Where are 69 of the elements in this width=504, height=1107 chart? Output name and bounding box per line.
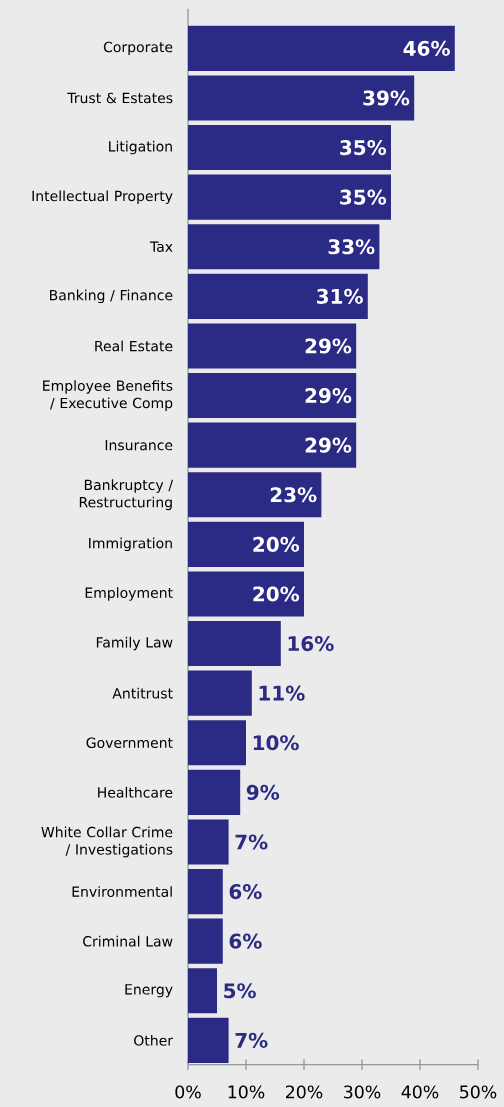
bar <box>188 224 380 270</box>
y-tick-label: Employee Benefits / Executive Comp <box>43 380 173 411</box>
data-label: 20% <box>253 536 300 552</box>
bar <box>188 1017 229 1063</box>
bar <box>188 571 304 617</box>
data-label: 29% <box>305 437 352 453</box>
data-label: 35% <box>340 189 387 205</box>
bar <box>188 521 304 567</box>
x-tick-label: 30% <box>344 1085 381 1099</box>
y-tick-label: Real Estate <box>95 340 173 352</box>
data-label: 7% <box>235 834 268 850</box>
y-tick-label: Family Law <box>96 636 173 651</box>
y-tick-label: Litigation <box>109 140 172 155</box>
y-tick-label: Healthcare <box>98 786 173 798</box>
x-tick-label: 40% <box>401 1085 439 1099</box>
bar <box>188 25 455 71</box>
bar <box>188 174 391 220</box>
bar <box>188 918 223 964</box>
data-label: 31% <box>317 288 363 304</box>
data-label: 35% <box>340 139 387 156</box>
bar <box>188 323 357 369</box>
y-tick-label: Trust & Estates <box>67 92 173 104</box>
bar <box>188 422 357 468</box>
bar <box>188 620 281 667</box>
bar <box>188 75 415 121</box>
data-label: 11% <box>259 685 305 701</box>
data-label: 16% <box>288 635 334 652</box>
data-label: 10% <box>253 735 299 751</box>
data-label: 23% <box>270 487 317 503</box>
bar <box>188 868 223 915</box>
x-tick-label: 20% <box>286 1085 323 1099</box>
y-tick-label: Environmental <box>72 886 172 897</box>
y-tick-label: Energy <box>125 984 173 998</box>
y-tick-label: Insurance <box>105 439 173 451</box>
y-tick-label: Corporate <box>103 41 173 55</box>
y-tick-label: Government <box>86 737 173 749</box>
y-tick-label: Intellectual Property <box>32 190 173 204</box>
bar <box>188 273 368 319</box>
data-label: 9% <box>246 784 280 800</box>
bar <box>188 720 246 766</box>
data-label: 33% <box>328 239 375 255</box>
data-label: 29% <box>305 387 352 404</box>
data-label: 5% <box>224 983 256 999</box>
bar <box>188 769 241 815</box>
bar <box>188 968 217 1014</box>
data-label: 39% <box>363 90 410 106</box>
data-label: 20% <box>253 586 300 602</box>
data-label: 6% <box>229 933 262 949</box>
bar <box>188 472 322 518</box>
y-tick-label: Tax <box>149 241 173 252</box>
x-tick-label: 0% <box>175 1085 201 1099</box>
y-tick-label: Immigration <box>89 537 172 552</box>
y-tick-label: Bankruptcy / Restructuring <box>79 479 174 511</box>
y-tick-label: Banking / Finance <box>50 289 173 304</box>
x-tick-label: 50% <box>460 1085 497 1099</box>
y-tick-label: Employment <box>85 587 173 601</box>
data-label: 46% <box>403 40 450 56</box>
y-tick-label: Criminal Law <box>83 935 173 947</box>
y-tick-label: Antitrust <box>112 687 173 699</box>
y-tick-label: Other <box>134 1034 174 1046</box>
bar <box>188 372 357 419</box>
x-tick-label: 10% <box>228 1085 265 1099</box>
bar <box>188 819 229 865</box>
bar <box>188 124 391 171</box>
data-label: 29% <box>305 338 352 354</box>
data-label: 6% <box>229 883 262 900</box>
bar <box>188 670 252 716</box>
y-tick-label: White Collar Crime / Investigations <box>41 826 173 858</box>
data-label: 7% <box>235 1032 268 1048</box>
